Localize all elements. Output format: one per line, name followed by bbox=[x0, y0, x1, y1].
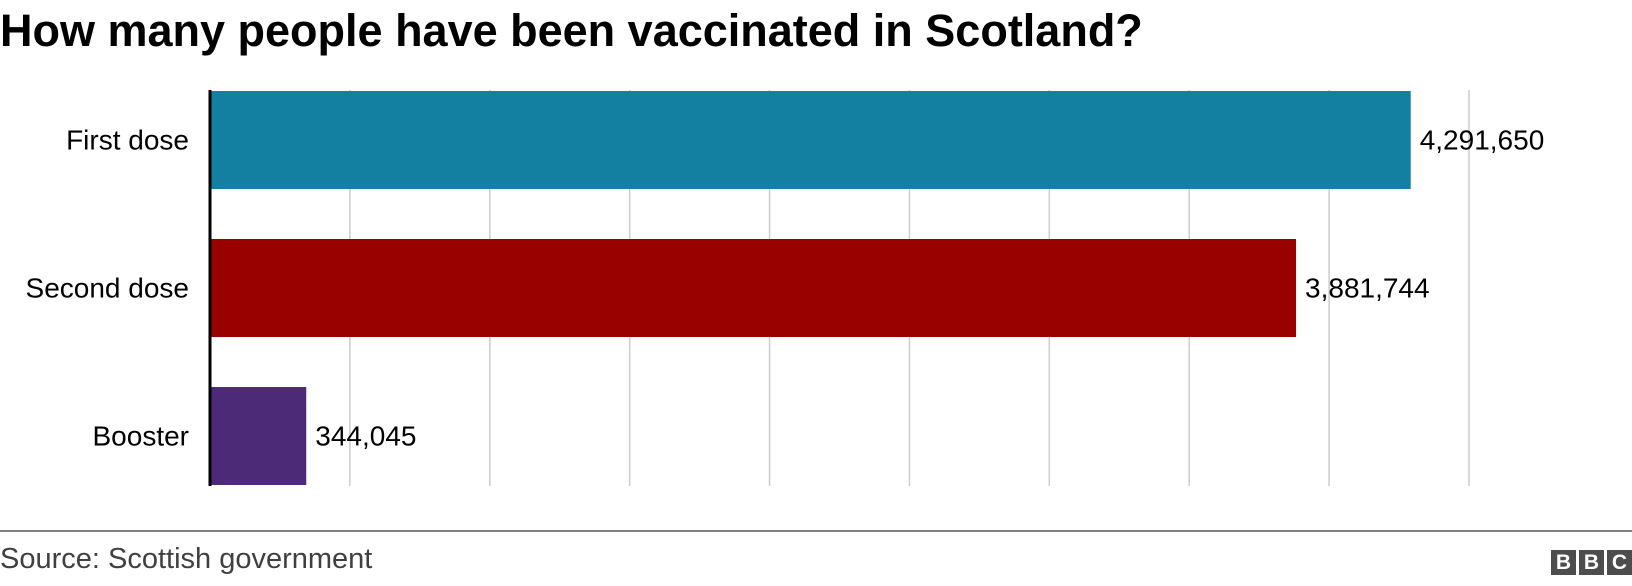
category-label: Second dose bbox=[26, 273, 189, 304]
value-label: 4,291,650 bbox=[1420, 125, 1545, 156]
category-label: First dose bbox=[66, 125, 189, 156]
footer-divider bbox=[0, 530, 1632, 532]
source-note: Source: Scottish government bbox=[0, 543, 373, 575]
value-label: 3,881,744 bbox=[1305, 273, 1430, 304]
bar bbox=[210, 239, 1297, 337]
value-label: 344,045 bbox=[315, 421, 416, 452]
bbc-logo: B B C bbox=[1551, 550, 1632, 575]
chart-title: How many people have been vaccinated in … bbox=[0, 5, 1143, 56]
bbc-logo-letter: B bbox=[1551, 550, 1576, 575]
category-label: Booster bbox=[93, 421, 190, 452]
bar-chart: First dose 4,291,650 Second dose 3,881,744 B… bbox=[26, 90, 1545, 486]
bar bbox=[210, 91, 1411, 189]
bar bbox=[210, 387, 307, 485]
bbc-logo-letter: B bbox=[1579, 550, 1604, 575]
bbc-logo-letter: C bbox=[1607, 550, 1632, 575]
